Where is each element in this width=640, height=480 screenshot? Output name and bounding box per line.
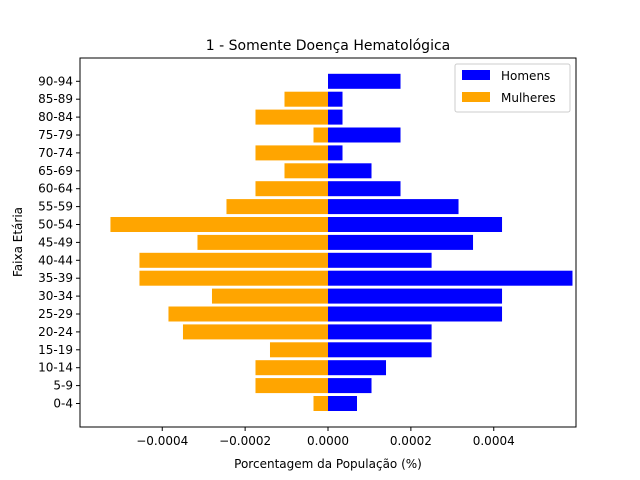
y-tick-label-0-4: 0-4 [53, 397, 73, 411]
x-tick-label-4: 0.0004 [473, 434, 515, 448]
bar-homens-70-74 [328, 145, 343, 161]
bar-mulheres-20-24 [182, 324, 328, 340]
bar-mulheres-45-49 [197, 234, 328, 250]
bar-homens-20-24 [328, 324, 432, 340]
bar-homens-5-9 [328, 378, 372, 394]
bar-mulheres-10-14 [255, 360, 328, 376]
y-tick-label-50-54: 50-54 [38, 218, 73, 232]
bar-mulheres-85-89 [284, 91, 328, 107]
x-tick-label-2: 0.0000 [307, 434, 349, 448]
legend-swatch-homens [462, 70, 490, 80]
bar-mulheres-15-19 [269, 342, 328, 358]
y-axis: 0-4 5-9 10-14 15-19 20-24 25-29 30-34 35-39 40-4… [38, 74, 80, 411]
y-tick-label-35-39: 35-39 [38, 271, 73, 285]
bar-mulheres-65-69 [284, 163, 328, 179]
y-axis-label: Faixa Etária [11, 207, 25, 277]
bar-homens-75-79 [328, 127, 401, 143]
y-tick-label-80-84: 80-84 [38, 110, 73, 124]
y-tick-label-25-29: 25-29 [38, 307, 73, 321]
bar-mulheres-60-64 [255, 181, 328, 197]
y-tick-label-45-49: 45-49 [38, 235, 73, 249]
bar-homens-60-64 [328, 181, 401, 197]
bar-homens-30-34 [328, 288, 503, 304]
bar-homens-45-49 [328, 234, 474, 250]
bar-mulheres-70-74 [255, 145, 328, 161]
y-tick-label-40-44: 40-44 [38, 253, 73, 267]
bar-homens-50-54 [328, 217, 503, 232]
bar-mulheres-50-54 [110, 217, 328, 232]
legend-label-mulheres: Mulheres [501, 91, 556, 105]
x-axis: −0.0004 −0.0002 0.0000 0.0002 0.0004 [136, 427, 515, 448]
bar-homens-80-84 [328, 109, 343, 125]
bar-homens-25-29 [328, 306, 503, 322]
bar-mulheres-35-39 [139, 270, 328, 286]
legend: Homens Mulheres [454, 63, 571, 113]
y-tick-label-60-64: 60-64 [38, 182, 73, 196]
x-tick-label-3: 0.0002 [390, 434, 432, 448]
bar-homens-85-89 [328, 91, 343, 107]
y-tick-label-5-9: 5-9 [53, 379, 73, 393]
y-tick-label-90-94: 90-94 [38, 74, 73, 88]
bar-homens-15-19 [328, 342, 432, 358]
bar-homens-40-44 [328, 252, 432, 268]
bar-homens-10-14 [328, 360, 387, 376]
y-tick-label-65-69: 65-69 [38, 164, 73, 178]
bar-mulheres-5-9 [255, 378, 328, 394]
legend-swatch-mulheres [462, 92, 490, 102]
bar-mulheres-25-29 [168, 306, 328, 322]
bar-mulheres-30-34 [211, 288, 328, 304]
bar-homens-55-59 [328, 199, 459, 215]
bar-homens-65-69 [328, 163, 372, 179]
y-tick-label-10-14: 10-14 [38, 361, 73, 375]
x-tick-label-1: −0.0002 [219, 434, 271, 448]
y-tick-label-20-24: 20-24 [38, 325, 73, 339]
y-tick-label-30-34: 30-34 [38, 289, 73, 303]
bar-homens-90-94 [328, 73, 401, 89]
bar-mulheres-55-59 [226, 199, 328, 215]
bar-mulheres-40-44 [139, 252, 328, 268]
x-axis-label: Porcentagem da População (%) [234, 457, 422, 471]
y-tick-label-55-59: 55-59 [38, 200, 73, 214]
bars-layer [110, 73, 573, 411]
y-tick-label-15-19: 15-19 [38, 343, 73, 357]
y-tick-label-70-74: 70-74 [38, 146, 73, 160]
y-tick-label-75-79: 75-79 [38, 128, 73, 142]
bar-mulheres-0-4 [313, 396, 328, 411]
bar-homens-35-39 [328, 270, 573, 286]
bar-mulheres-75-79 [313, 127, 328, 143]
bar-mulheres-80-84 [255, 109, 328, 125]
x-tick-label-0: −0.0004 [136, 434, 188, 448]
bar-homens-0-4 [328, 396, 358, 411]
legend-label-homens: Homens [501, 69, 550, 83]
y-tick-label-85-89: 85-89 [38, 92, 73, 106]
chart-title: 1 - Somente Doença Hematológica [206, 38, 450, 54]
